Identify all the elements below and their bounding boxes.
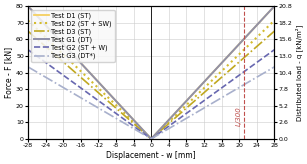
Test D3 (ST) — [26, 30, 30, 32]
Y-axis label: Distributed load - q [kN/m²]: Distributed load - q [kN/m²] — [295, 24, 303, 121]
Test D2 (ST + SW) — [181, 107, 185, 109]
Line: Test D3 (ST): Test D3 (ST) — [28, 31, 274, 139]
Test D3 (ST) — [124, 116, 128, 118]
Line: Test G1 (DT): Test G1 (DT) — [28, 6, 274, 139]
Test G1 (DT) — [124, 111, 128, 113]
Test D1 (ST) — [124, 111, 128, 113]
Test G2 (ST + W) — [56, 70, 60, 72]
Test G2 (ST + W) — [149, 138, 153, 140]
Test D2 (ST + SW) — [56, 48, 60, 50]
Test D1 (ST) — [204, 79, 208, 81]
Line: Test G3 (DT*): Test G3 (DT*) — [28, 67, 274, 139]
Y-axis label: Force - F [kN]: Force - F [kN] — [4, 47, 13, 98]
Test G1 (DT) — [204, 79, 208, 81]
Test D1 (ST) — [273, 5, 276, 7]
Test D2 (ST + SW) — [149, 138, 153, 140]
Test D1 (ST) — [206, 77, 209, 79]
Test D1 (ST) — [26, 5, 30, 7]
Test D2 (ST + SW) — [273, 20, 276, 21]
Test G1 (DT) — [206, 77, 209, 79]
Test G1 (DT) — [56, 37, 60, 39]
Test G2 (ST + W) — [26, 49, 30, 51]
Test D1 (ST) — [181, 103, 185, 105]
Test G3 (DT*) — [181, 119, 185, 121]
Test G3 (DT*) — [107, 113, 110, 115]
Test G1 (DT) — [273, 5, 276, 7]
X-axis label: Displacement - w [mm]: Displacement - w [mm] — [106, 151, 196, 160]
Test D2 (ST + SW) — [107, 97, 110, 99]
Test D1 (ST) — [56, 37, 60, 39]
Test D3 (ST) — [206, 89, 209, 91]
Text: L/300: L/300 — [235, 106, 241, 126]
Test G2 (ST + W) — [124, 120, 128, 122]
Line: Test D1 (ST): Test D1 (ST) — [28, 6, 274, 139]
Test D3 (ST) — [273, 30, 276, 32]
Line: Test G2 (ST + W): Test G2 (ST + W) — [28, 50, 274, 139]
Line: Test D2 (ST + SW): Test D2 (ST + SW) — [28, 20, 274, 139]
Test D2 (ST + SW) — [204, 85, 208, 87]
Test G3 (DT*) — [149, 138, 153, 140]
Test G3 (DT*) — [273, 66, 276, 68]
Test D3 (ST) — [181, 110, 185, 112]
Test G3 (DT*) — [26, 66, 30, 68]
Test D3 (ST) — [56, 56, 60, 58]
Test G1 (DT) — [149, 138, 153, 140]
Test D3 (ST) — [149, 138, 153, 140]
Test D3 (ST) — [107, 101, 110, 102]
Legend: Test D1 (ST), Test D2 (ST + SW), Test D3 (ST), Test G1 (DT), Test G2 (ST + W), T: Test D1 (ST), Test D2 (ST + SW), Test D3… — [31, 10, 115, 62]
Test G1 (DT) — [107, 92, 110, 94]
Test G2 (ST + W) — [204, 98, 208, 100]
Test G2 (ST + W) — [107, 107, 110, 109]
Test D2 (ST + SW) — [26, 20, 30, 21]
Test D3 (ST) — [204, 90, 208, 92]
Test G2 (ST + W) — [181, 115, 185, 117]
Test D1 (ST) — [149, 138, 153, 140]
Test G2 (ST + W) — [273, 49, 276, 51]
Test D2 (ST + SW) — [206, 84, 209, 86]
Test G1 (DT) — [181, 103, 185, 105]
Test G1 (DT) — [26, 5, 30, 7]
Test G3 (DT*) — [124, 123, 128, 125]
Test G3 (DT*) — [206, 105, 209, 107]
Test G3 (DT*) — [204, 106, 208, 108]
Test G2 (ST + W) — [206, 97, 209, 99]
Test D1 (ST) — [107, 92, 110, 94]
Test D2 (ST + SW) — [124, 113, 128, 115]
Test G3 (DT*) — [56, 83, 60, 85]
